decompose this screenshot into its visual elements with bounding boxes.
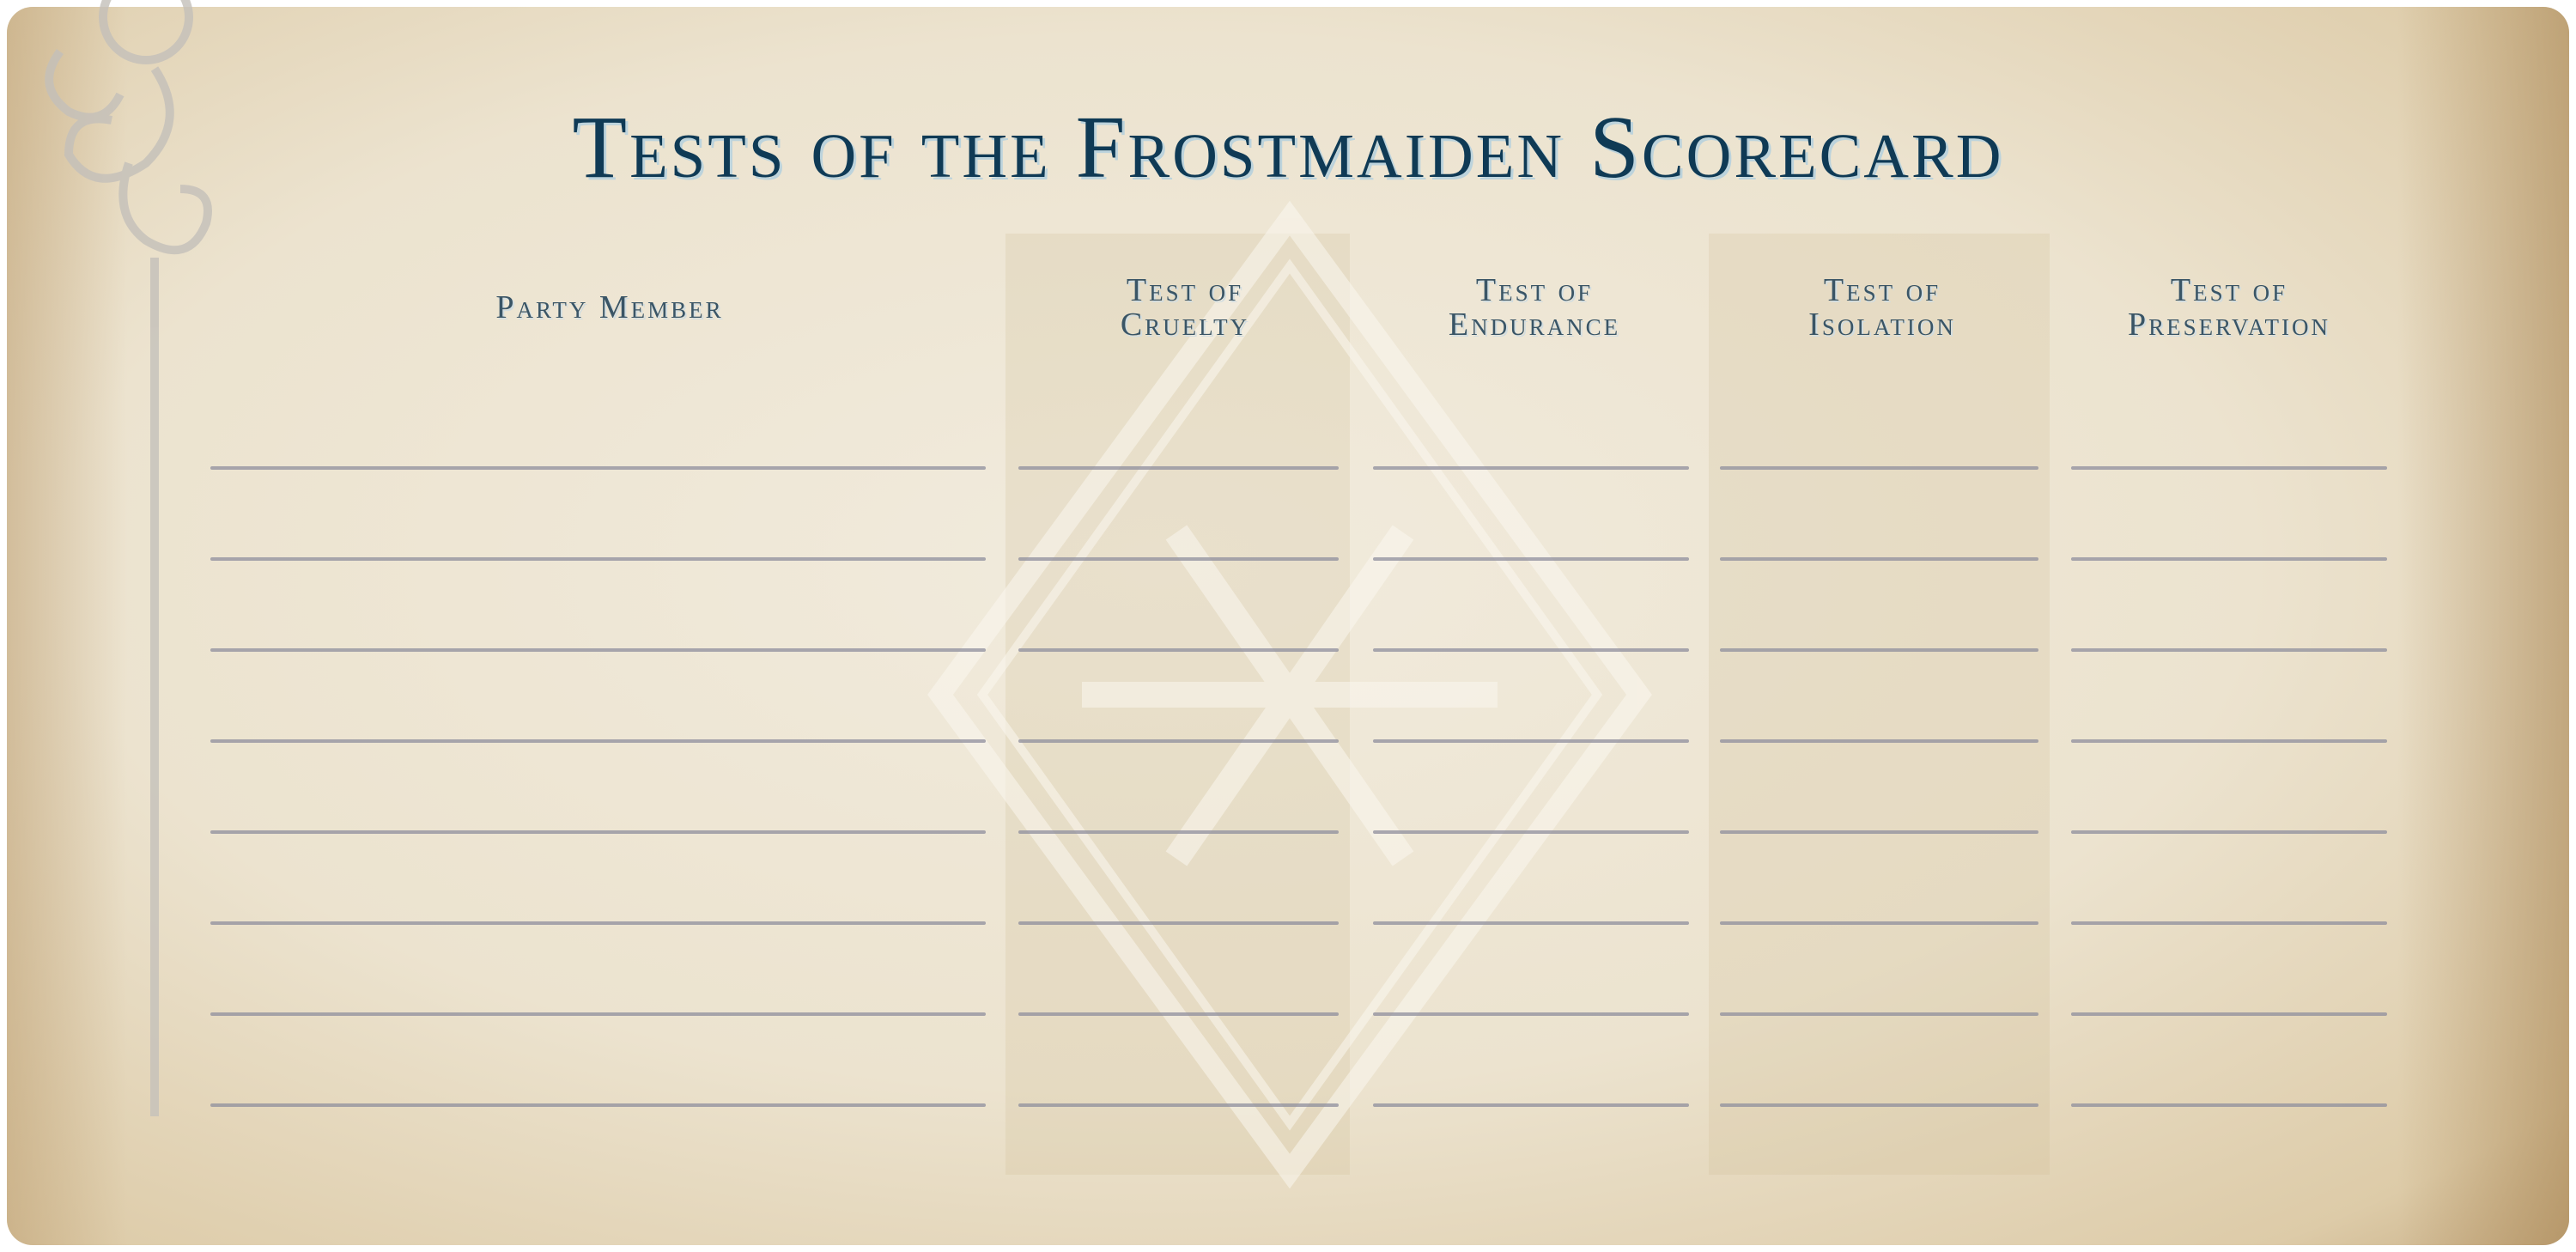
write-line-endurance[interactable] xyxy=(1373,466,1689,470)
write-line-cruelty[interactable] xyxy=(1018,648,1339,652)
write-line-isolation[interactable] xyxy=(1720,1103,2038,1107)
write-line-isolation[interactable] xyxy=(1720,557,2038,561)
write-line-isolation[interactable] xyxy=(1720,830,2038,834)
write-line-endurance[interactable] xyxy=(1373,557,1689,561)
column-header-isolation: Test of Isolation xyxy=(1710,273,2054,342)
header-line: Endurance xyxy=(1448,307,1621,343)
column-header-preservation: Test of Preservation xyxy=(2057,273,2401,342)
write-line-cruelty[interactable] xyxy=(1018,830,1339,834)
write-line-party-member[interactable] xyxy=(210,1103,986,1107)
write-line-cruelty[interactable] xyxy=(1018,921,1339,925)
write-line-endurance[interactable] xyxy=(1373,648,1689,652)
paper-stain xyxy=(2397,7,2569,1245)
write-line-party-member[interactable] xyxy=(210,830,986,834)
header-line: Test of xyxy=(2170,272,2288,308)
write-line-endurance[interactable] xyxy=(1373,739,1689,743)
write-line-cruelty[interactable] xyxy=(1018,1012,1339,1016)
write-line-endurance[interactable] xyxy=(1373,921,1689,925)
column-header-cruelty: Test of Cruelty xyxy=(1013,273,1357,342)
write-line-party-member[interactable] xyxy=(210,648,986,652)
write-line-endurance[interactable] xyxy=(1373,830,1689,834)
column-shade-isolation xyxy=(1709,234,2050,1175)
column-header-party-member: Party Member xyxy=(386,290,833,325)
write-line-party-member[interactable] xyxy=(210,1012,986,1016)
write-line-isolation[interactable] xyxy=(1720,648,2038,652)
write-line-preservation[interactable] xyxy=(2071,648,2387,652)
write-line-preservation[interactable] xyxy=(2071,1103,2387,1107)
header-line: Test of xyxy=(1823,272,1941,308)
header-line: Party Member xyxy=(495,289,724,325)
write-line-preservation[interactable] xyxy=(2071,557,2387,561)
write-line-preservation[interactable] xyxy=(2071,830,2387,834)
write-line-endurance[interactable] xyxy=(1373,1012,1689,1016)
write-line-cruelty[interactable] xyxy=(1018,557,1339,561)
header-line: Isolation xyxy=(1808,307,1956,343)
filigree-ornament-icon xyxy=(45,0,212,1116)
write-line-cruelty[interactable] xyxy=(1018,739,1339,743)
write-line-party-member[interactable] xyxy=(210,466,986,470)
write-line-preservation[interactable] xyxy=(2071,739,2387,743)
paper-stain xyxy=(7,7,127,1245)
page-title: Tests of the Frostmaiden Scorecard xyxy=(572,98,2004,197)
snowflake-diamond-emblem-icon xyxy=(927,200,1652,1189)
write-line-preservation[interactable] xyxy=(2071,466,2387,470)
write-line-isolation[interactable] xyxy=(1720,1012,2038,1016)
header-line: Test of xyxy=(1475,272,1594,308)
write-line-isolation[interactable] xyxy=(1720,466,2038,470)
write-line-party-member[interactable] xyxy=(210,921,986,925)
header-line: Cruelty xyxy=(1120,307,1250,343)
write-line-preservation[interactable] xyxy=(2071,921,2387,925)
write-line-endurance[interactable] xyxy=(1373,1103,1689,1107)
write-line-cruelty[interactable] xyxy=(1018,466,1339,470)
header-line: Test of xyxy=(1126,272,1244,308)
write-line-isolation[interactable] xyxy=(1720,921,2038,925)
header-line: Preservation xyxy=(2128,307,2330,343)
write-line-party-member[interactable] xyxy=(210,739,986,743)
write-line-isolation[interactable] xyxy=(1720,739,2038,743)
write-line-preservation[interactable] xyxy=(2071,1012,2387,1016)
column-header-endurance: Test of Endurance xyxy=(1363,273,1706,342)
write-line-cruelty[interactable] xyxy=(1018,1103,1339,1107)
write-line-party-member[interactable] xyxy=(210,557,986,561)
